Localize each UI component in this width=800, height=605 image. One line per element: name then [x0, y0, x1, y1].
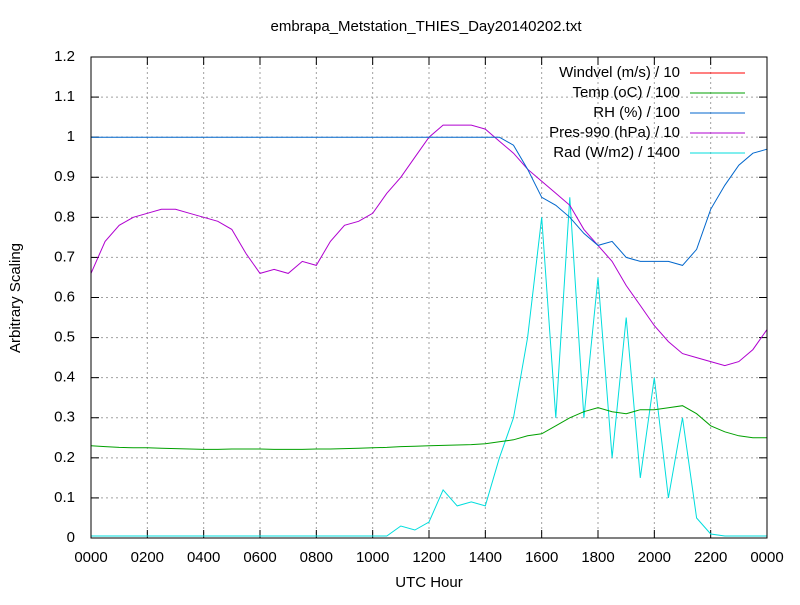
x-tick-label: 1000: [356, 549, 389, 566]
x-tick-label: 0000: [750, 549, 783, 566]
y-tick-label: 1.1: [54, 88, 75, 105]
x-tick-label: 1600: [525, 549, 558, 566]
series-line: [91, 136, 768, 266]
y-tick-label: 0.3: [54, 409, 75, 426]
y-tick-label: 1.2: [54, 48, 75, 65]
x-tick-label: 1200: [412, 549, 445, 566]
x-tick-label: 0400: [187, 549, 220, 566]
y-axis-label: Arbitrary Scaling: [7, 243, 24, 353]
legend-label: Temp (oC) / 100: [572, 84, 680, 101]
plot-border: [90, 56, 768, 539]
series-line: [90, 405, 767, 450]
x-tick-label: 1800: [581, 549, 614, 566]
chart-title: embrapa_Metstation_THIES_Day20140202.txt: [270, 18, 582, 35]
y-tick-label: 0.5: [54, 329, 75, 346]
y-tick-label: 0.8: [54, 208, 75, 225]
x-tick-label: 0000: [74, 549, 107, 566]
x-tick-label: 2200: [694, 549, 727, 566]
x-axis-label: UTC Hour: [395, 574, 463, 591]
x-tick-label: 0600: [243, 549, 276, 566]
y-tick-label: 0.9: [54, 168, 75, 185]
x-tick-label: 0200: [131, 549, 164, 566]
y-tick-label: 0.2: [54, 449, 75, 466]
y-tick-label: 0.7: [54, 248, 75, 265]
x-tick-label: 1400: [469, 549, 502, 566]
y-tick-label: 0.6: [54, 288, 75, 305]
x-tick-label: 2000: [638, 549, 671, 566]
y-tick-label: 0.1: [54, 489, 75, 506]
legend-label: Rad (W/m2) / 1400: [553, 144, 680, 161]
legend-label: Windvel (m/s) / 10: [559, 64, 680, 81]
legend-label: Pres-990 (hPa) / 10: [549, 124, 680, 141]
series-line: [90, 124, 768, 367]
y-tick-label: 0.4: [54, 369, 75, 386]
legend-label: RH (%) / 100: [593, 104, 680, 121]
x-tick-label: 0800: [300, 549, 333, 566]
y-tick-label: 0: [67, 529, 75, 546]
y-tick-label: 1: [67, 128, 75, 145]
series-line: [91, 197, 767, 537]
